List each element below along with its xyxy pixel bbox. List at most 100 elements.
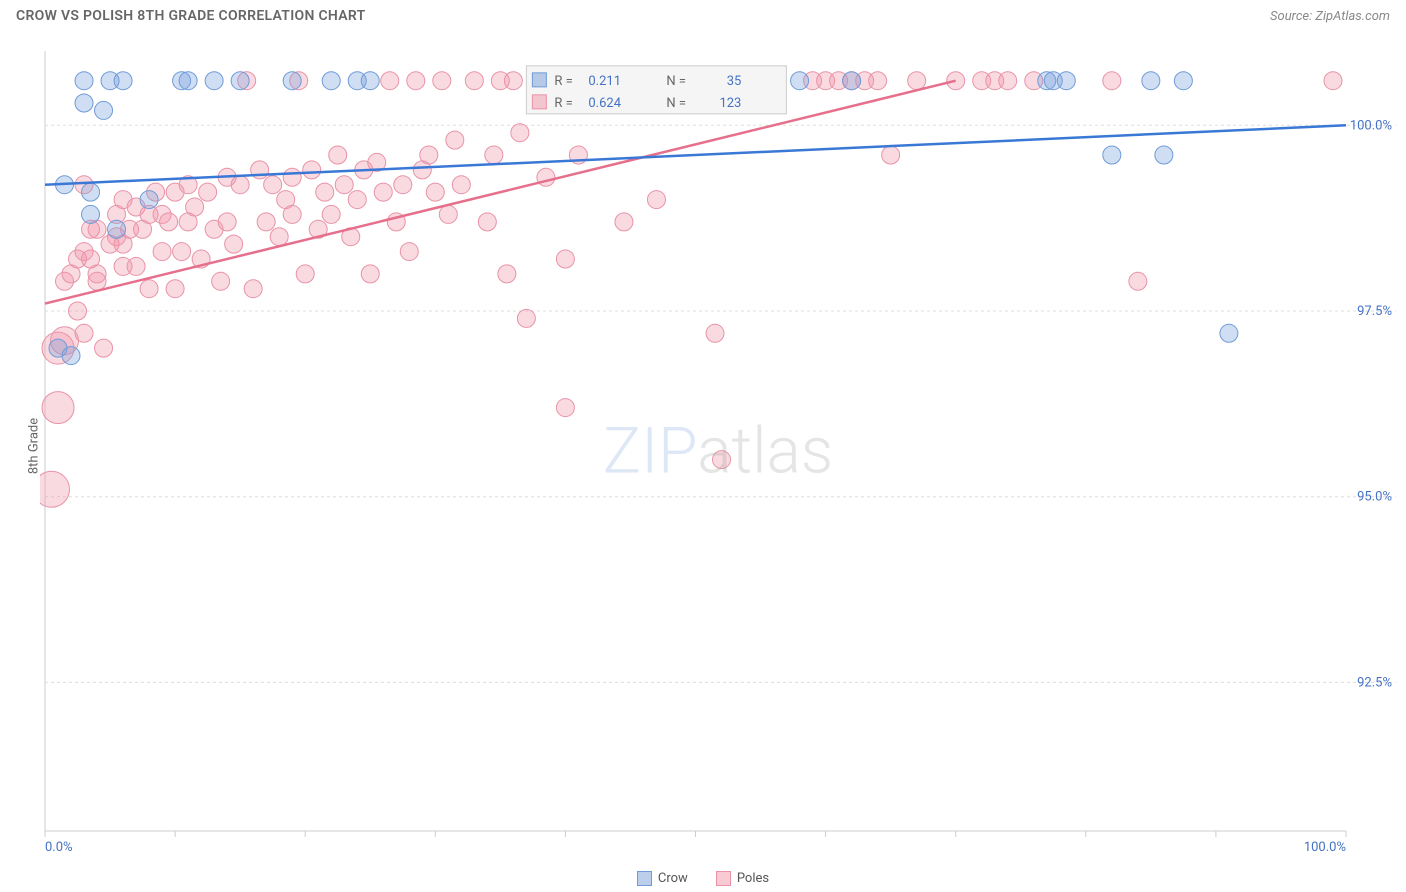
data-point-poles — [42, 392, 74, 424]
data-point-poles — [166, 280, 184, 298]
data-point-poles — [452, 176, 470, 194]
data-point-poles — [40, 471, 70, 507]
data-point-poles — [908, 72, 926, 90]
data-point-crow — [231, 72, 249, 90]
data-point-poles — [270, 228, 288, 246]
y-tick-label: 100.0% — [1350, 118, 1392, 133]
data-point-poles — [882, 146, 900, 164]
data-point-crow — [205, 72, 223, 90]
data-point-crow — [1103, 146, 1121, 164]
data-point-crow — [75, 72, 93, 90]
data-point-crow — [108, 220, 126, 238]
data-point-poles — [153, 243, 171, 261]
data-point-poles — [433, 72, 451, 90]
data-point-poles — [225, 235, 243, 253]
data-point-poles — [374, 183, 392, 201]
data-point-poles — [713, 451, 731, 469]
svg-text:N =: N = — [666, 96, 686, 111]
data-point-poles — [426, 183, 444, 201]
data-point-poles — [1103, 72, 1121, 90]
data-point-poles — [264, 176, 282, 194]
data-point-poles — [999, 72, 1017, 90]
scatter-chart: 92.5% 95.0% 97.5% 100.0% 0.0% 100.0% R = 0.211 N… — [40, 50, 1396, 852]
y-tick-label: 92.5% — [1357, 675, 1392, 690]
data-point-crow — [791, 72, 809, 90]
data-point-poles — [296, 265, 314, 283]
data-point-crow — [179, 72, 197, 90]
data-point-poles — [316, 183, 334, 201]
data-point-poles — [335, 176, 353, 194]
data-point-poles — [869, 72, 887, 90]
data-point-poles — [160, 213, 178, 231]
x-tick-label: 100.0% — [1304, 840, 1346, 852]
y-tick-label: 95.0% — [1357, 490, 1392, 505]
data-point-crow — [95, 101, 113, 119]
data-point-poles — [394, 176, 412, 194]
legend-swatch — [716, 871, 731, 886]
svg-text:123: 123 — [719, 96, 741, 111]
chart-area: 92.5% 95.0% 97.5% 100.0% 0.0% 100.0% R = 0.211 N… — [40, 50, 1396, 852]
data-point-poles — [485, 146, 503, 164]
legend-box: R =0.211N =35R =0.624N =123 — [526, 66, 786, 114]
y-tick-label: 97.5% — [1357, 304, 1392, 319]
svg-text:R =: R = — [554, 74, 572, 89]
bottom-legend: CrowPoles — [0, 871, 1406, 886]
chart-title: CROW VS POLISH 8TH GRADE CORRELATION CHA… — [16, 8, 366, 24]
data-point-poles — [400, 243, 418, 261]
svg-text:0.211: 0.211 — [588, 74, 621, 89]
data-point-crow — [1174, 72, 1192, 90]
data-point-crow — [140, 191, 158, 209]
data-point-poles — [407, 72, 425, 90]
data-point-poles — [517, 309, 535, 327]
data-point-poles — [446, 131, 464, 149]
data-point-poles — [199, 183, 217, 201]
data-point-poles — [498, 265, 516, 283]
data-point-poles — [283, 168, 301, 186]
data-point-poles — [231, 176, 249, 194]
data-point-poles — [244, 280, 262, 298]
data-point-poles — [303, 161, 321, 179]
data-point-poles — [69, 302, 87, 320]
x-tick-label: 0.0% — [45, 840, 73, 852]
chart-header: CROW VS POLISH 8TH GRADE CORRELATION CHA… — [0, 0, 1406, 28]
svg-text:R =: R = — [554, 96, 572, 111]
data-point-poles — [329, 146, 347, 164]
legend-entry: Crow — [637, 871, 688, 886]
data-point-crow — [361, 72, 379, 90]
data-point-poles — [615, 213, 633, 231]
data-point-poles — [186, 198, 204, 216]
data-point-crow — [1220, 324, 1238, 342]
data-point-poles — [95, 339, 113, 357]
data-point-crow — [82, 183, 100, 201]
data-point-poles — [381, 72, 399, 90]
legend-swatch — [637, 871, 652, 886]
data-point-poles — [556, 250, 574, 268]
data-point-poles — [465, 72, 483, 90]
data-point-poles — [212, 272, 230, 290]
chart-source: Source: ZipAtlas.com — [1270, 9, 1390, 24]
data-point-poles — [361, 265, 379, 283]
data-point-poles — [257, 213, 275, 231]
svg-text:35: 35 — [727, 74, 742, 89]
data-point-poles — [511, 124, 529, 142]
data-point-crow — [322, 72, 340, 90]
data-point-crow — [114, 72, 132, 90]
data-point-crow — [283, 72, 301, 90]
data-point-poles — [140, 280, 158, 298]
trend-line-crow — [45, 125, 1346, 184]
data-point-poles — [283, 205, 301, 223]
data-point-crow — [75, 94, 93, 112]
legend-label: Crow — [658, 871, 688, 886]
data-point-poles — [706, 324, 724, 342]
svg-text:N =: N = — [666, 74, 686, 89]
data-point-crow — [1142, 72, 1160, 90]
data-point-poles — [322, 205, 340, 223]
data-point-poles — [348, 191, 366, 209]
data-point-poles — [556, 399, 574, 417]
data-point-poles — [88, 272, 106, 290]
data-point-poles — [1324, 72, 1342, 90]
data-point-poles — [504, 72, 522, 90]
data-point-poles — [478, 213, 496, 231]
data-point-poles — [647, 191, 665, 209]
data-point-poles — [75, 324, 93, 342]
